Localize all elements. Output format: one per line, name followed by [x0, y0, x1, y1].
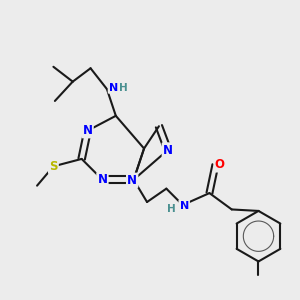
Text: N: N — [109, 82, 118, 93]
Text: H: H — [119, 82, 128, 93]
Text: S: S — [49, 160, 58, 173]
Text: N: N — [82, 124, 93, 137]
Text: N: N — [180, 201, 189, 211]
Text: N: N — [127, 174, 137, 187]
Text: N: N — [163, 143, 173, 157]
Text: O: O — [215, 158, 225, 171]
Text: N: N — [98, 173, 107, 186]
Text: H: H — [167, 204, 176, 214]
